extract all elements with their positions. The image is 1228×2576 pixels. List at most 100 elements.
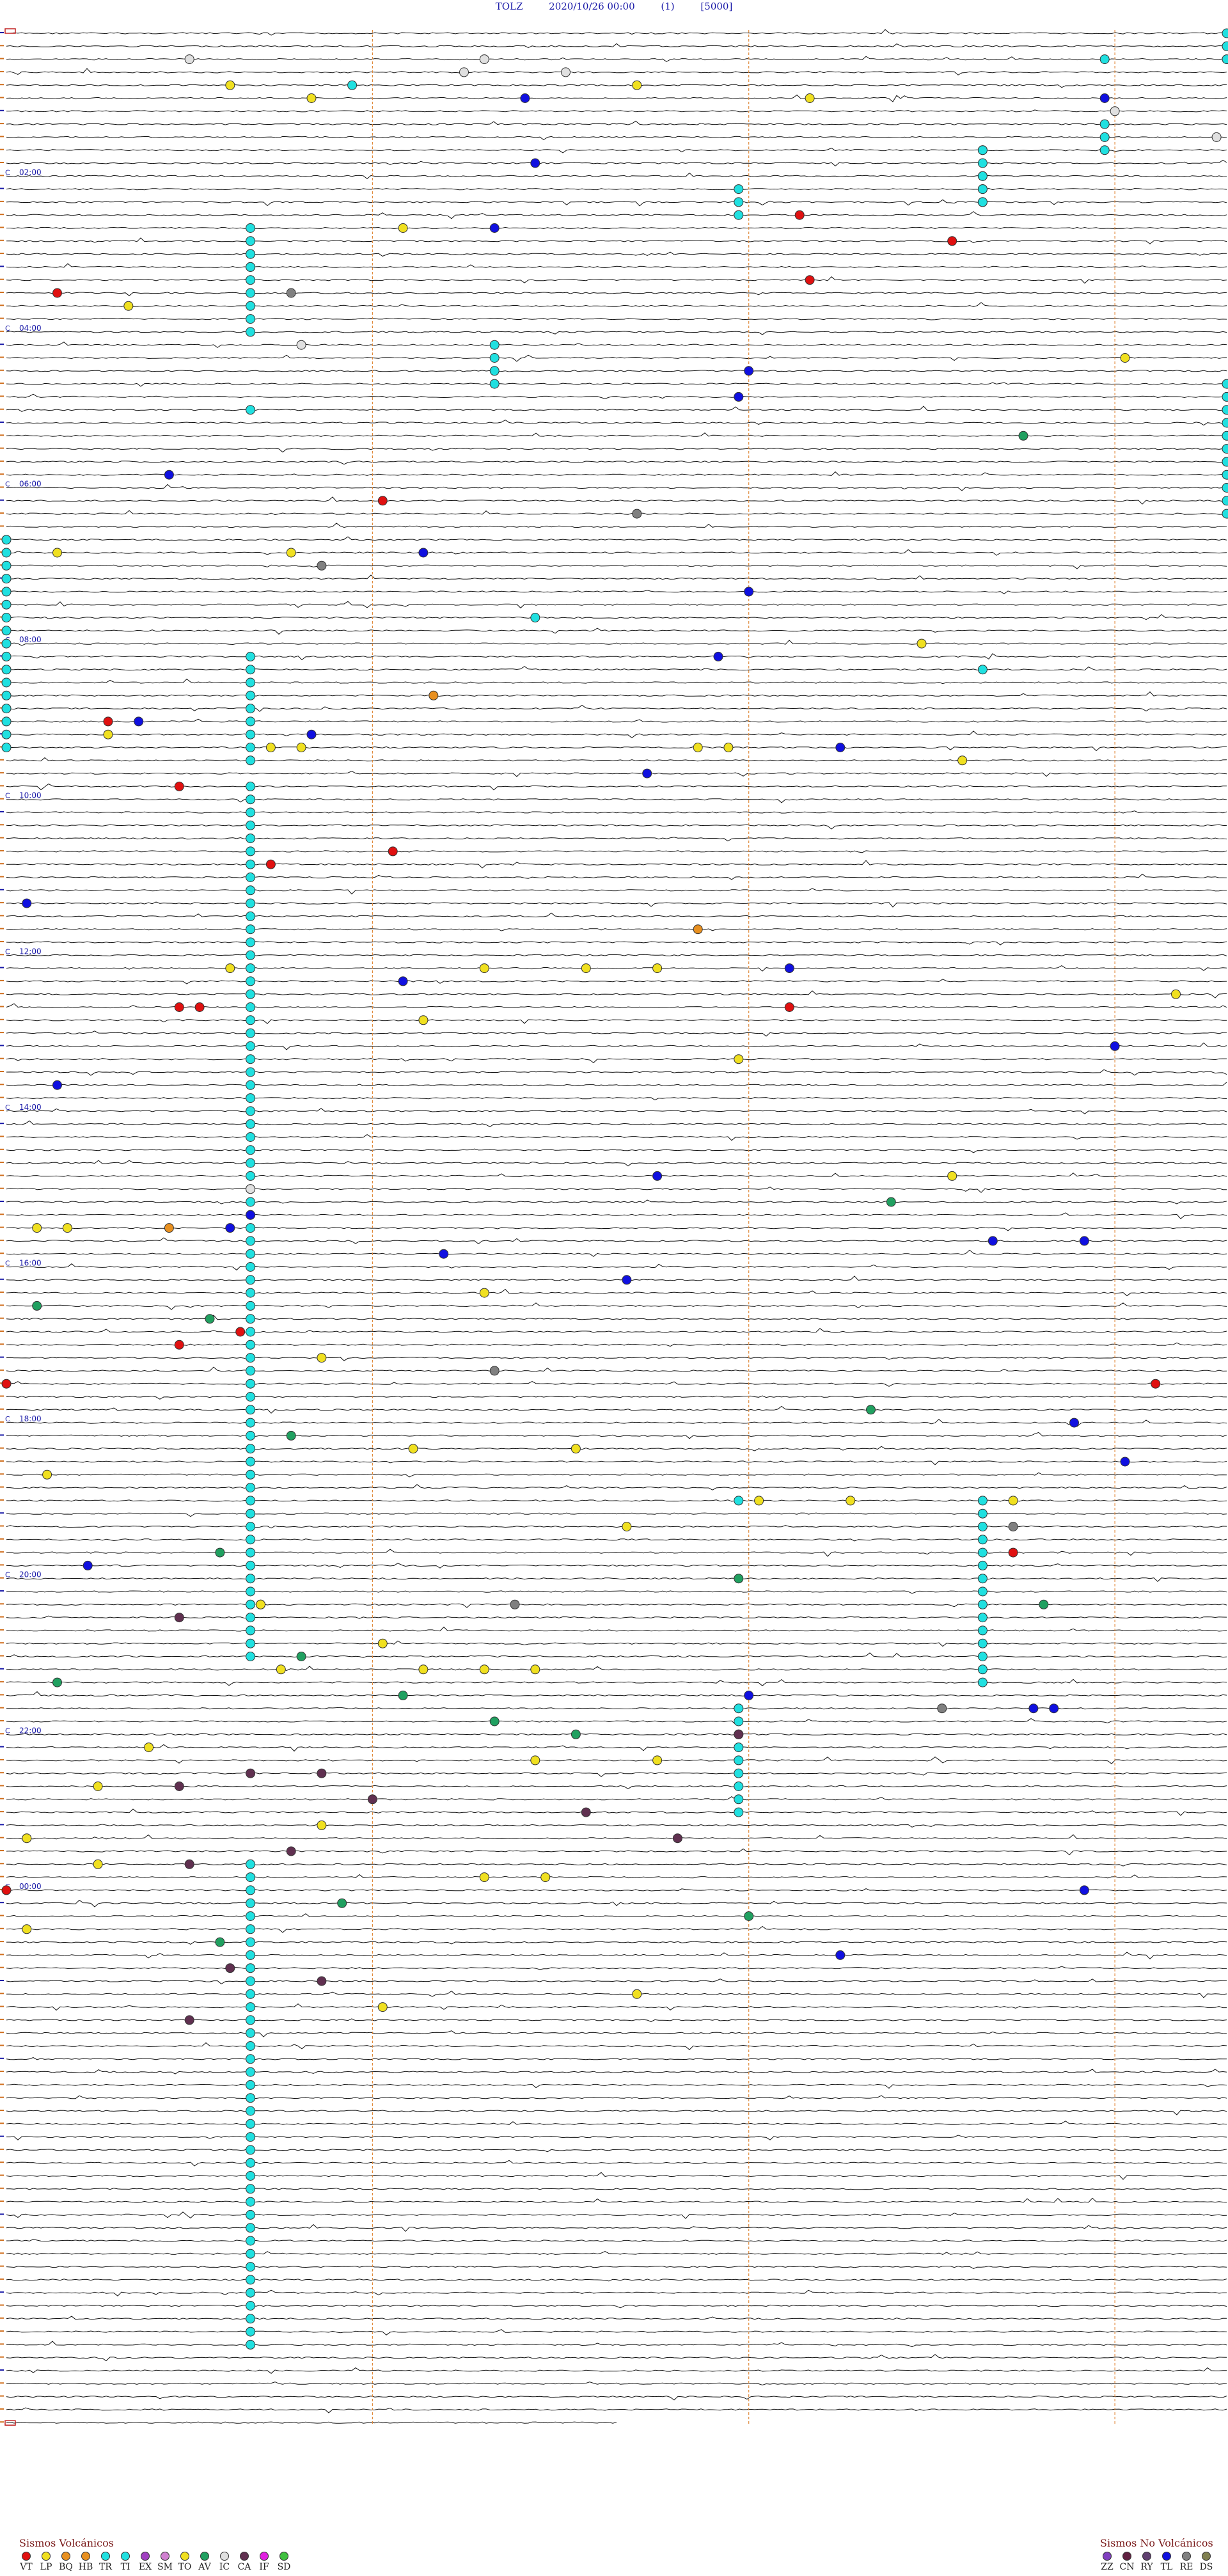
seismic-trace bbox=[6, 199, 1227, 207]
seismic-trace bbox=[6, 84, 1227, 88]
tremor-event-marker bbox=[977, 1664, 988, 1675]
tremor-event-marker bbox=[246, 690, 256, 700]
event-marker-lp bbox=[377, 2002, 388, 2012]
event-marker-av bbox=[866, 1405, 876, 1415]
tremor-event-marker bbox=[246, 1950, 256, 1960]
seismic-trace bbox=[6, 1276, 1227, 1281]
seismic-trace bbox=[6, 1549, 1227, 1557]
tremor-event-marker bbox=[977, 1535, 988, 1545]
seismic-trace bbox=[6, 731, 1227, 739]
seismic-trace bbox=[6, 1679, 1227, 1686]
tremor-event-marker bbox=[1, 704, 12, 714]
legend-item-if: IF bbox=[257, 2552, 271, 2572]
seismic-trace bbox=[6, 837, 1227, 842]
legend-swatch bbox=[81, 2552, 90, 2561]
seismic-trace bbox=[6, 1577, 1227, 1582]
tremor-event-marker bbox=[1222, 470, 1228, 480]
event-marker-lp bbox=[479, 1872, 489, 1883]
legend-item-av: AV bbox=[198, 2552, 212, 2572]
legend-swatch bbox=[220, 2552, 229, 2561]
tremor-event-marker bbox=[734, 1794, 744, 1805]
event-marker-vt bbox=[174, 1339, 184, 1350]
seismic-trace bbox=[6, 510, 1227, 516]
event-marker-av bbox=[489, 1716, 500, 1727]
event-marker-lp bbox=[22, 1833, 32, 1844]
tremor-event-marker bbox=[246, 1911, 256, 1921]
seismic-trace bbox=[6, 1941, 1227, 1945]
tremor-event-marker bbox=[1, 560, 12, 571]
seismic-trace bbox=[6, 704, 1227, 712]
tremor-event-marker bbox=[1222, 379, 1228, 389]
tremor-event-marker bbox=[246, 1885, 256, 1895]
tremor-event-marker bbox=[246, 2132, 256, 2142]
seismic-trace bbox=[6, 461, 1227, 465]
seismic-trace bbox=[6, 850, 1227, 853]
seismic-trace bbox=[6, 1356, 1227, 1361]
seismic-trace bbox=[6, 1499, 1227, 1502]
seismic-trace bbox=[6, 109, 1227, 113]
event-marker-tr bbox=[489, 379, 500, 389]
event-marker-tl bbox=[530, 158, 540, 168]
event-marker-lp bbox=[1171, 989, 1181, 999]
event-marker-tl bbox=[784, 963, 794, 974]
event-marker-lp bbox=[530, 1664, 540, 1675]
hour-label: 16:00 bbox=[19, 1259, 42, 1268]
seismic-trace bbox=[6, 1134, 1227, 1141]
tremor-event-marker bbox=[246, 1457, 256, 1467]
event-marker-vt bbox=[1, 1885, 12, 1895]
event-marker-vt bbox=[947, 236, 957, 246]
seismic-trace bbox=[6, 1042, 1227, 1050]
tremor-event-marker bbox=[246, 1119, 256, 1129]
tremor-event-marker bbox=[246, 2028, 256, 2038]
scale-label: [5000] bbox=[700, 1, 733, 12]
tremor-event-marker bbox=[977, 1522, 988, 1531]
tremor-event-marker bbox=[246, 924, 256, 935]
legend-label: HB bbox=[78, 2562, 93, 2572]
legend-nonvolcanic-title: Sismos No Volcánicos bbox=[1100, 2537, 1213, 2549]
tremor-event-marker bbox=[1222, 391, 1228, 402]
seismic-trace bbox=[6, 1446, 1227, 1451]
event-marker-tl bbox=[418, 548, 429, 558]
tremor-event-marker bbox=[246, 236, 256, 246]
seismic-trace bbox=[6, 1302, 1227, 1310]
hour-label: 10:00 bbox=[19, 791, 42, 800]
event-marker-tr bbox=[1222, 457, 1228, 467]
seismic-trace bbox=[6, 2042, 1227, 2050]
seismic-trace bbox=[6, 172, 1227, 180]
seismic-trace bbox=[6, 370, 1227, 372]
seismic-trace bbox=[6, 653, 1227, 661]
seismic-trace bbox=[6, 1148, 1227, 1153]
event-marker-vt bbox=[1008, 1547, 1018, 1558]
event-marker-av bbox=[52, 1677, 62, 1687]
seismic-trace bbox=[6, 1966, 1227, 1970]
seismic-trace bbox=[6, 873, 1227, 880]
tremor-event-marker bbox=[246, 1586, 256, 1597]
seismic-trace bbox=[6, 263, 1227, 269]
event-marker-lp bbox=[1120, 353, 1130, 363]
end-marker bbox=[4, 2420, 16, 2426]
legend-label: DS bbox=[1199, 2562, 1213, 2572]
seismic-trace bbox=[6, 1069, 1227, 1076]
event-marker-tl bbox=[164, 470, 174, 480]
tremor-event-marker bbox=[489, 353, 500, 363]
event-marker-av bbox=[296, 1652, 306, 1661]
event-marker-tr bbox=[977, 665, 988, 675]
event-marker-vt bbox=[1151, 1379, 1161, 1389]
tremor-event-marker bbox=[246, 2301, 256, 2311]
tremor-event-marker bbox=[246, 1054, 256, 1064]
tremor-event-marker bbox=[977, 1652, 988, 1661]
tremor-event-marker bbox=[734, 197, 744, 207]
event-marker-lp bbox=[296, 743, 306, 752]
event-marker-lp bbox=[225, 963, 235, 974]
tremor-event-marker bbox=[246, 1469, 256, 1480]
seismic-trace bbox=[6, 1772, 1227, 1778]
seismic-trace bbox=[6, 1691, 1227, 1697]
station-label: TOLZ bbox=[495, 1, 523, 12]
tremor-event-marker bbox=[246, 1366, 256, 1376]
seismic-trace bbox=[6, 302, 1227, 307]
legend-swatch bbox=[141, 2552, 150, 2561]
seismic-trace bbox=[6, 2057, 1227, 2060]
tremor-event-marker bbox=[1222, 54, 1228, 65]
event-marker-lp bbox=[144, 1742, 154, 1753]
seismic-trace bbox=[6, 1419, 1227, 1427]
